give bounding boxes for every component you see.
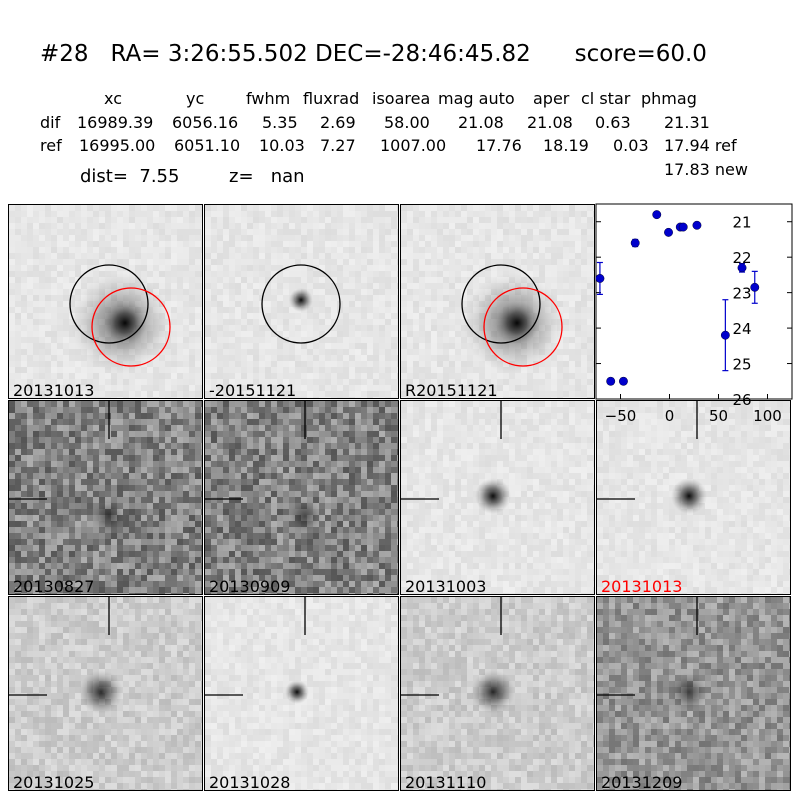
image-stamp: 20131209 [596,596,791,791]
data-point [595,274,605,283]
col-header-xc: xc [104,89,122,108]
aperture-circle [69,264,149,344]
data-point [678,222,688,232]
data-point [692,220,702,230]
table-cell: 21.08 [458,113,504,132]
table-cell: 16989.39 [77,113,154,132]
col-header-isoarea: isoarea [372,89,431,108]
table-cell: 7.27 [320,136,356,155]
row-label-ref: ref [40,136,62,155]
image-stamp: 20131110 [400,596,595,791]
data-point [606,376,616,386]
data-point [675,222,685,232]
table-cell: 2.69 [320,113,356,132]
y-tick-label: 21 [732,214,751,232]
stamp-date-label: 20130827 [13,577,95,595]
data-point [630,238,640,248]
table-cell: 58.00 [384,113,430,132]
col-header-yc: yc [186,89,205,108]
stamp-date-label: 20131003 [405,577,487,595]
table-cell: 17.76 [476,136,522,155]
stamp-date-label: -20151121 [209,381,297,399]
y-tick-label: 25 [732,356,751,374]
col-header-phmag: phmag [641,89,697,108]
image-stamp: 20130827 [8,400,203,595]
y-tick-label: 22 [732,249,751,267]
stamp-date-label: 20131209 [601,773,683,791]
table-cell: 16995.00 [79,136,156,155]
table-cell: 5.35 [262,113,298,132]
reference-circle [91,287,171,367]
data-point [652,210,662,220]
stamp-date-label: R20151121 [405,381,498,399]
image-stamp: 20131013 [596,400,791,595]
stamp-date-label: 20131110 [405,773,487,791]
aperture-circle [461,264,541,344]
image-stamp: 20131025 [8,596,203,791]
table-cell: 18.19 [543,136,589,155]
table-cell: 0.63 [595,113,631,132]
image-stamp: 20131003 [400,400,595,595]
dist-value: dist= 7.55 [80,166,180,187]
data-point [737,263,747,273]
stamp-date-label: 20131025 [13,773,95,791]
col-header-aper: aper [533,89,570,108]
table-cell: 6056.16 [172,113,239,132]
plot-frame [595,203,793,400]
row-label-dif: dif [40,113,61,132]
col-header-fluxrad: fluxrad [303,89,360,108]
col-header-cl-star: cl star [581,89,631,108]
page-title: #28 RA= 3:26:55.502 DEC=-28:46:45.82 sco… [40,41,707,67]
y-tick-label: 24 [732,320,751,338]
y-tick-label: 23 [732,285,751,303]
table-cell: 0.03 [613,136,649,155]
data-point [720,330,730,340]
image-stamp: 20131013 [8,204,203,399]
reference-circle [483,287,563,367]
aperture-circle [261,264,341,344]
stamp-date-label: 20130909 [209,577,291,595]
image-stamp: -20151121 [204,204,399,399]
stamp-date-label: 20131013 [13,381,95,399]
image-stamp: 20131028 [204,596,399,791]
data-point [664,227,673,237]
table-cell: 10.03 [259,136,305,155]
table-cell: 21.08 [527,113,573,132]
table-cell: 21.31 [664,113,710,132]
data-point [750,282,760,292]
stamp-date-label: 20131028 [209,773,291,791]
image-stamp: 20130909 [204,400,399,595]
table-cell: 1007.00 [380,136,447,155]
col-header-mag-auto: mag auto [438,89,515,108]
phmag-new: 17.83 new [664,160,748,179]
image-stamp: R20151121 [400,204,595,399]
data-point [618,376,628,386]
col-header-fwhm: fwhm [246,89,291,108]
redshift-value: z= nan [229,166,305,187]
stamp-date-label: 20131013 [601,577,683,595]
table-cell: 6051.10 [174,136,241,155]
table-cell: 17.94 ref [664,136,737,155]
